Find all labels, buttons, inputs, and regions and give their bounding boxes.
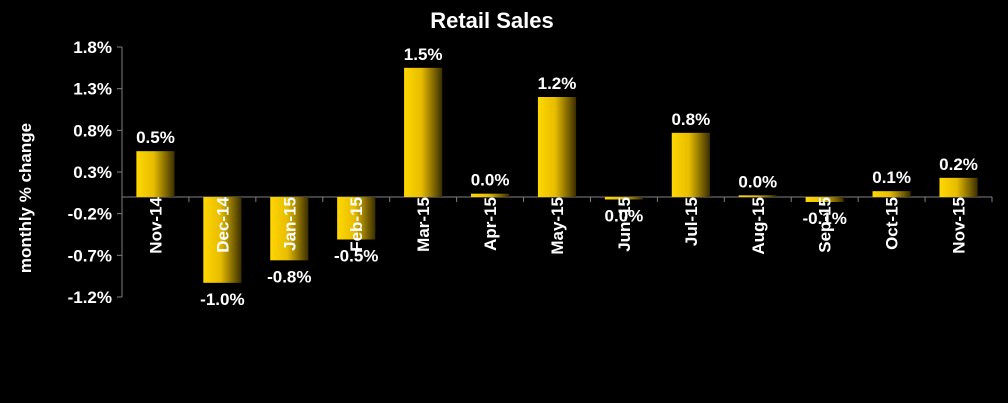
data-label: -0.1% (802, 209, 846, 228)
x-tick-label: Jun-15 (615, 197, 634, 252)
bar-aug-15 (738, 195, 777, 197)
bar-sep-15 (805, 197, 844, 202)
data-label: 1.2% (538, 74, 577, 93)
x-tick-label: May-15 (548, 197, 567, 255)
x-tick-label: Jan-15 (280, 197, 299, 251)
bar-feb-15 (337, 197, 376, 240)
chart-title: Retail Sales (430, 8, 554, 33)
x-tick-label: Oct-15 (883, 197, 902, 250)
y-tick-label: 1.8% (73, 38, 112, 57)
bar-may-15 (537, 97, 577, 197)
bar-oct-15 (872, 191, 911, 197)
data-label: 1.5% (404, 45, 443, 64)
x-tick-label: Nov-14 (146, 196, 165, 253)
bar-dec-14 (203, 197, 242, 283)
bar-nov-15 (939, 177, 978, 197)
data-label: -0.5% (334, 247, 378, 266)
y-tick-label: 0.3% (73, 163, 112, 182)
data-label: -0.8% (267, 267, 311, 286)
bar-nov-14 (136, 151, 175, 197)
y-tick-label: -1.2% (68, 288, 112, 307)
data-label: 0.0% (605, 207, 644, 226)
x-tick-label: Jul-15 (682, 197, 701, 246)
x-tick-label: Dec-14 (213, 196, 232, 252)
y-tick-label: 1.3% (73, 80, 112, 99)
x-tick-label: Apr-15 (481, 197, 500, 251)
bar-jan-15 (270, 197, 309, 261)
x-tick-label: Aug-15 (749, 197, 768, 255)
data-label: 0.8% (671, 110, 710, 129)
y-tick-label: 0.8% (73, 121, 112, 140)
bar-jul-15 (671, 132, 710, 197)
y-tick-label: -0.2% (68, 205, 112, 224)
x-tick-label: Feb-15 (347, 197, 366, 252)
x-tick-label: Nov-15 (950, 197, 969, 254)
data-label: 0.0% (738, 172, 777, 191)
data-label: 0.5% (136, 128, 175, 147)
x-tick-label: Sep-15 (816, 197, 835, 253)
bar-mar-15 (404, 67, 443, 197)
x-tick-label: Mar-15 (414, 197, 433, 252)
bar-apr-15 (471, 193, 510, 197)
y-tick-label: -0.7% (68, 246, 112, 265)
data-label: 0.0% (471, 171, 510, 190)
data-label: 0.2% (939, 155, 978, 174)
data-label: -1.0% (200, 290, 244, 309)
bar-jun-15 (604, 197, 643, 200)
data-label: 0.1% (872, 168, 911, 187)
